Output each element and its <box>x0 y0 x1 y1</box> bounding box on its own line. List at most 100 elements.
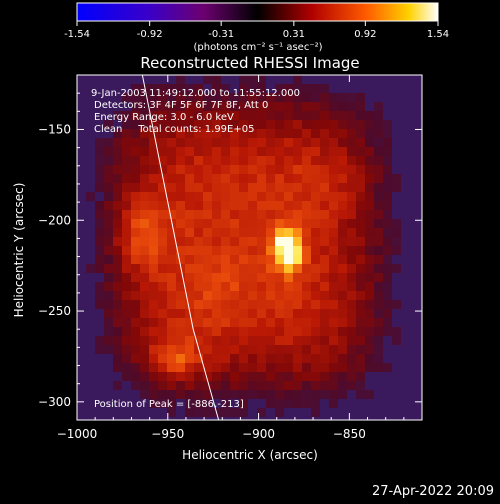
heatmap-cell <box>284 156 293 165</box>
heatmap-cell <box>149 390 158 399</box>
heatmap-cell <box>293 237 302 246</box>
heatmap-cell <box>320 228 329 237</box>
heatmap-cell <box>167 228 176 237</box>
heatmap-cell <box>176 93 185 102</box>
annotation-detectors: Detectors: 3F 4F 5F 6F 7F 8F, Att 0 <box>94 100 268 111</box>
heatmap-cell <box>248 228 257 237</box>
heatmap-cell <box>122 165 131 174</box>
heatmap-cell <box>131 156 140 165</box>
heatmap-cell <box>221 282 230 291</box>
heatmap-cell <box>158 309 167 318</box>
heatmap-cell <box>185 165 194 174</box>
heatmap-cell <box>203 129 212 138</box>
heatmap-cell <box>167 282 176 291</box>
heatmap-cell <box>248 111 257 120</box>
heatmap-cell <box>95 165 104 174</box>
heatmap-cell <box>140 93 149 102</box>
heatmap-cell <box>293 174 302 183</box>
heatmap-cell <box>392 237 401 246</box>
heatmap-cell <box>131 129 140 138</box>
heatmap-cell <box>113 147 122 156</box>
heatmap-cell <box>257 309 266 318</box>
heatmap-cell <box>275 381 284 390</box>
heatmap-cell <box>257 147 266 156</box>
heatmap-cell <box>356 300 365 309</box>
heatmap-cell <box>338 228 347 237</box>
heatmap-cell <box>149 282 158 291</box>
heatmap-cell <box>275 120 284 129</box>
heatmap-cell <box>131 273 140 282</box>
heatmap-cell <box>248 255 257 264</box>
heatmap-cell <box>257 291 266 300</box>
heatmap-cell <box>239 300 248 309</box>
heatmap-cell <box>284 300 293 309</box>
heatmap-cell <box>158 210 167 219</box>
heatmap-cell <box>356 174 365 183</box>
heatmap-cell <box>176 291 185 300</box>
heatmap-cell <box>374 228 383 237</box>
heatmap-cell <box>131 183 140 192</box>
heatmap-cell <box>212 219 221 228</box>
heatmap-cell <box>185 147 194 156</box>
heatmap-cell <box>212 363 221 372</box>
heatmap-cell <box>239 138 248 147</box>
heatmap-cell <box>113 219 122 228</box>
heatmap-cell <box>149 84 158 93</box>
heatmap-cell <box>185 354 194 363</box>
heatmap-cell <box>275 165 284 174</box>
heatmap-cell <box>329 264 338 273</box>
heatmap-cell <box>203 165 212 174</box>
heatmap-cell <box>365 129 374 138</box>
heatmap-cell <box>329 147 338 156</box>
heatmap-cell <box>239 93 248 102</box>
heatmap-cell <box>140 372 149 381</box>
heatmap-cell <box>203 318 212 327</box>
heatmap-cell <box>212 282 221 291</box>
heatmap-cell <box>203 381 212 390</box>
heatmap-cell <box>158 318 167 327</box>
heatmap-cell <box>329 336 338 345</box>
heatmap-cell <box>221 291 230 300</box>
heatmap-cell <box>185 228 194 237</box>
heatmap-cell <box>140 219 149 228</box>
heatmap-cell <box>266 138 275 147</box>
heatmap-cell <box>131 120 140 129</box>
heatmap-cell <box>185 372 194 381</box>
heatmap-cell <box>230 120 239 129</box>
heatmap-cell <box>176 102 185 111</box>
heatmap-cell <box>230 111 239 120</box>
heatmap-cell <box>302 120 311 129</box>
heatmap-cell <box>230 147 239 156</box>
heatmap-cell <box>311 129 320 138</box>
heatmap-cell <box>185 210 194 219</box>
heatmap-cell <box>131 174 140 183</box>
heatmap-cell <box>239 399 248 408</box>
heatmap-cell <box>320 327 329 336</box>
heatmap-cell <box>257 174 266 183</box>
heatmap-cell <box>365 111 374 120</box>
heatmap-cell <box>284 174 293 183</box>
heatmap-cell <box>320 300 329 309</box>
heatmap-cell <box>275 201 284 210</box>
heatmap-cell <box>176 174 185 183</box>
heatmap-cell <box>194 255 203 264</box>
heatmap-cell <box>158 219 167 228</box>
heatmap-cell <box>248 129 257 138</box>
heatmap-cell <box>158 111 167 120</box>
heatmap-cell <box>275 318 284 327</box>
heatmap-cell <box>167 381 176 390</box>
heatmap-cell <box>365 201 374 210</box>
heatmap-cell <box>338 345 347 354</box>
heatmap-cell <box>95 291 104 300</box>
heatmap-cell <box>203 300 212 309</box>
heatmap-cell <box>194 183 203 192</box>
heatmap-cell <box>248 147 257 156</box>
heatmap-cell <box>167 318 176 327</box>
colorbar-tick-label: -1.54 <box>64 29 90 40</box>
heatmap-cell <box>365 156 374 165</box>
heatmap-cell <box>122 372 131 381</box>
heatmap-cell <box>302 111 311 120</box>
heatmap-cell <box>320 201 329 210</box>
heatmap-cell <box>95 219 104 228</box>
heatmap-cell <box>311 255 320 264</box>
